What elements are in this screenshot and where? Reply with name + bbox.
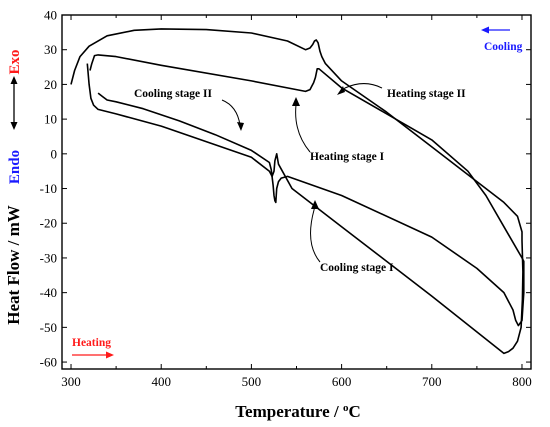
- y-tick-label: -10: [40, 181, 57, 196]
- x-axis-title-sup: o: [343, 402, 349, 414]
- exo-label: Exo: [7, 49, 23, 74]
- annotation-cooling-stage-2: Cooling stage II: [134, 88, 212, 100]
- x-tick-label: 400: [151, 374, 171, 389]
- y-axis-title: Heat Flow / mW: [4, 205, 23, 324]
- cooling-arrow-head: [481, 26, 489, 34]
- y-tick-label: 20: [44, 77, 57, 92]
- exo-arrow-head: [10, 76, 18, 84]
- x-tick-label: 700: [422, 374, 442, 389]
- x-axis-title-unit: C: [348, 402, 360, 421]
- x-axis-title: Temperature / oC: [235, 402, 360, 421]
- series-line-1: [70, 28, 524, 355]
- x-tick-label: 600: [332, 374, 352, 389]
- endo-label: Endo: [7, 150, 23, 184]
- y-tick-label: -30: [40, 250, 57, 265]
- annotation-heating-stage-2: Heating stage II: [387, 88, 466, 100]
- x-tick-label: 800: [512, 374, 532, 389]
- x-axis-title-text: Temperature /: [235, 402, 343, 421]
- endo-arrow-head: [10, 122, 18, 130]
- y-tick-label: -20: [40, 216, 57, 231]
- cooling-label: Cooling: [484, 41, 523, 53]
- leader-cooling-stage-2: [221, 99, 242, 130]
- leader-cooling-stage-1: [310, 202, 321, 263]
- arrowhead-cooling-stage-1: [311, 200, 319, 209]
- x-tick-label: 300: [61, 374, 81, 389]
- annotation-heating-stage-1: Heating stage I: [310, 151, 385, 163]
- y-tick-label: -60: [40, 355, 57, 370]
- curves: [70, 28, 525, 355]
- heating-arrow-head: [106, 351, 114, 359]
- y-tick-label: -40: [40, 285, 57, 300]
- arrowhead-heating-stage-1: [292, 97, 300, 106]
- annotation-cooling-stage-1: Cooling stage I: [320, 262, 394, 274]
- leader-heating-stage-2: [339, 83, 383, 93]
- y-tick-label: 40: [44, 8, 57, 23]
- y-tick-label: 0: [51, 146, 58, 161]
- axis-ticks: 300 400 500 600 700 800 -60 -50 -40 -30 -20 -10 0 10 2…: [40, 8, 532, 390]
- leader-heating-stage-1: [295, 100, 311, 153]
- arrowhead-heating-stage-2: [337, 86, 345, 95]
- series-line-2: [89, 54, 525, 327]
- heating-label: Heating: [72, 337, 111, 349]
- y-tick-label: -50: [40, 320, 57, 335]
- y-tick-label: 10: [44, 112, 57, 127]
- y-tick-label: 30: [44, 42, 57, 57]
- arrowhead-cooling-stage-2: [237, 122, 244, 131]
- x-tick-label: 500: [242, 374, 262, 389]
